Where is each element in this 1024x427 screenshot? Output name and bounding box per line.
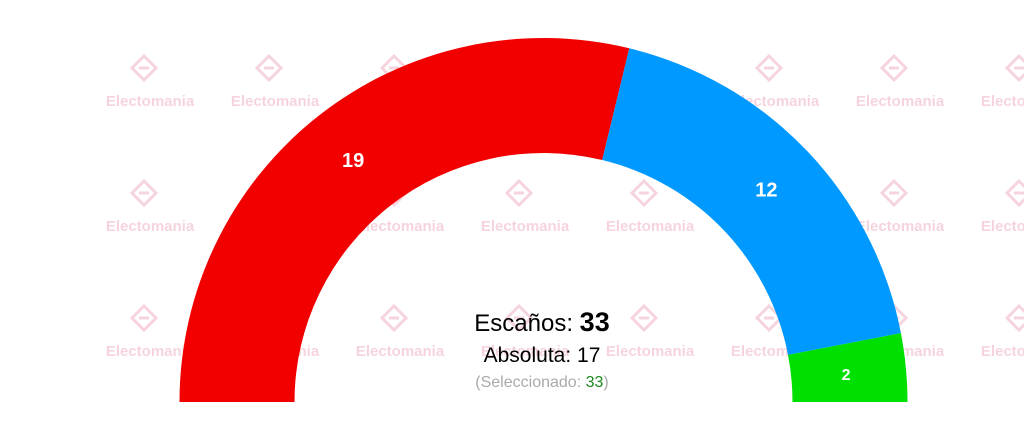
watermark-text: Electomania xyxy=(856,218,945,235)
watermark-text: Electomania xyxy=(981,218,1024,235)
seat-count-label: 19 xyxy=(342,150,364,172)
watermark-tile: Electomania xyxy=(856,53,945,110)
watermark-text: Electomania xyxy=(231,93,320,110)
watermark-logo-icon xyxy=(1004,303,1024,333)
total-seats-label: Escaños: xyxy=(474,310,573,337)
watermark-logo-icon xyxy=(129,178,159,208)
watermark-tile: Electomania xyxy=(481,178,570,235)
selected-line: (Seleccionado: 33) xyxy=(394,371,690,395)
seat-arc-layer xyxy=(179,37,908,402)
watermark-tile: Electomania xyxy=(606,178,695,235)
seat-arc-segment xyxy=(602,48,901,355)
total-seats-value: 33 xyxy=(579,307,610,337)
watermark-logo-icon xyxy=(629,303,659,333)
watermark-text: Electomania xyxy=(606,218,695,235)
watermark-tile: Electomania xyxy=(981,53,1024,110)
watermark-logo-icon xyxy=(754,53,784,83)
watermark-text: Electomania xyxy=(106,343,195,360)
watermark-logo-icon xyxy=(879,53,909,83)
seat-count-label: 2 xyxy=(842,367,851,384)
watermark-logo-icon xyxy=(1004,178,1024,208)
watermark-tile: Electomania xyxy=(106,178,195,235)
seat-arc-segment xyxy=(179,37,630,402)
watermark-tile: Electomania xyxy=(481,303,570,360)
watermark-logo-icon xyxy=(629,178,659,208)
watermark-logo-icon xyxy=(129,53,159,83)
watermark-text: Electomania xyxy=(356,343,445,360)
watermark-tile: Electomania xyxy=(856,178,945,235)
seat-summary: Escaños: 33 Absoluta: 17 (Seleccionado: … xyxy=(394,304,690,395)
watermark-text: Electomania xyxy=(481,343,570,360)
watermark-text: Electomania xyxy=(981,343,1024,360)
majority-line: Absoluta: 17 xyxy=(394,342,690,369)
watermark-logo-icon xyxy=(504,178,534,208)
majority-label: Absoluta: xyxy=(483,344,572,367)
watermark-logo-icon xyxy=(879,178,909,208)
watermark-logo-icon xyxy=(504,303,534,333)
seat-count-label: 12 xyxy=(755,179,777,201)
watermark-text: Electomania xyxy=(106,218,195,235)
watermark-text: Electomania xyxy=(106,93,195,110)
majority-value: 17 xyxy=(577,344,601,367)
watermark-tile: Electomania xyxy=(356,303,445,360)
selected-close: ) xyxy=(603,374,609,391)
watermark-logo-icon xyxy=(1004,53,1024,83)
watermark-tile: Electomania xyxy=(606,303,695,360)
watermark-logo-icon xyxy=(129,303,159,333)
selected-value: 33 xyxy=(585,374,604,391)
seat-arc-segment xyxy=(788,333,908,402)
watermark-text: Electomania xyxy=(481,218,570,235)
seat-label-layer: 19 12 2 xyxy=(342,150,851,384)
watermark-tile: Electomania xyxy=(231,53,320,110)
watermark-text: Electomania xyxy=(606,343,695,360)
watermark-logo-icon xyxy=(379,303,409,333)
watermark-text: Electomania xyxy=(856,93,945,110)
watermark-tile: Electomania xyxy=(981,303,1024,360)
watermark-text: Electomania xyxy=(981,93,1024,110)
total-seats-line: Escaños: 33 xyxy=(394,304,690,342)
watermark-tile: Electomania xyxy=(106,303,195,360)
selected-label: (Seleccionado: xyxy=(475,374,582,391)
watermark-logo-icon xyxy=(254,53,284,83)
watermark-text: Electomania xyxy=(356,218,445,235)
watermark-tile: Electomania xyxy=(106,53,195,110)
watermark-tile: Electomania xyxy=(981,178,1024,235)
